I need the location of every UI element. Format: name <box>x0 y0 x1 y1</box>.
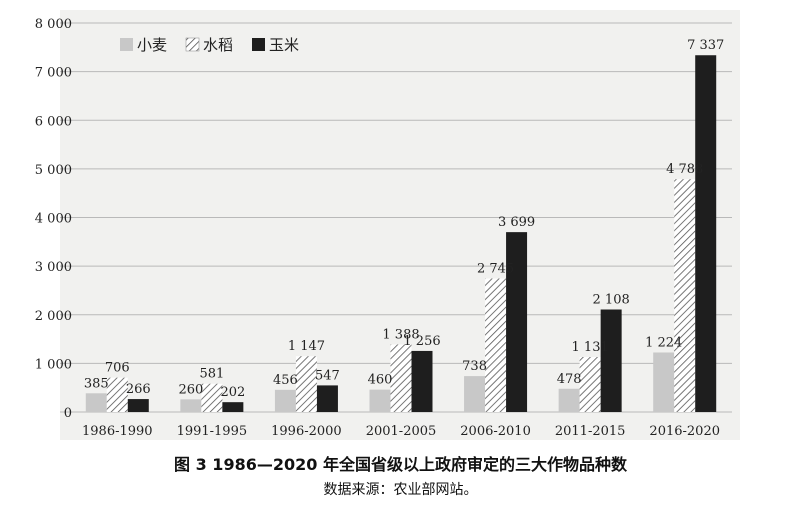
bar-水稻 <box>106 377 128 412</box>
bar-水稻 <box>390 344 412 412</box>
data-label: 738 <box>462 359 487 374</box>
data-label: 266 <box>126 382 151 397</box>
x-tick-label: 2011-2015 <box>555 424 626 439</box>
bar-小麦 <box>180 399 202 412</box>
bar-玉米 <box>411 350 433 412</box>
gridlines <box>60 22 732 413</box>
data-label: 202 <box>220 385 245 400</box>
legend-label: 玉米 <box>269 36 299 54</box>
x-tick-label: 2016-2020 <box>649 424 720 439</box>
bar-小麦 <box>369 389 391 412</box>
legend: 小麦 水稻 玉米 <box>120 36 299 54</box>
bar-小麦 <box>85 393 107 412</box>
data-label: 2 108 <box>593 292 630 307</box>
legend-swatch <box>120 38 133 51</box>
x-tick-label: 1991-1995 <box>177 424 248 439</box>
x-tick-label: 1986-1990 <box>82 424 153 439</box>
data-label: 1 224 <box>645 335 682 350</box>
bar-小麦 <box>558 388 580 412</box>
data-label: 4 788 <box>666 162 703 177</box>
bar-玉米 <box>600 309 622 412</box>
data-label: 1 256 <box>403 334 440 349</box>
data-label: 460 <box>368 373 393 388</box>
bar-水稻 <box>295 356 317 412</box>
bar-水稻 <box>485 278 507 412</box>
data-label: 2 745 <box>477 262 514 277</box>
data-label: 1 131 <box>572 340 609 355</box>
bar-玉米 <box>222 402 244 412</box>
bar-小麦 <box>274 389 296 412</box>
data-label: 547 <box>315 368 340 383</box>
data-label: 385 <box>84 376 109 391</box>
bar-水稻 <box>674 179 696 412</box>
legend-label: 水稻 <box>203 36 233 54</box>
data-label: 1 147 <box>288 339 325 354</box>
bar-小麦 <box>653 352 675 412</box>
data-label: 1 388 <box>382 328 419 343</box>
legend-label: 小麦 <box>137 36 167 54</box>
figure-source: 数据来源：农业部网站。 <box>323 482 478 498</box>
data-label: 7 337 <box>687 38 724 53</box>
bar-玉米 <box>506 232 528 412</box>
data-label: 3 699 <box>498 215 535 230</box>
data-label: 260 <box>178 382 203 397</box>
bars <box>85 55 717 413</box>
bar-水稻 <box>579 357 601 412</box>
data-label: 456 <box>273 373 298 388</box>
legend-swatch <box>252 38 265 51</box>
x-tick-label: 2006-2010 <box>460 424 531 439</box>
data-label: 478 <box>557 372 582 387</box>
bar-玉米 <box>127 399 149 412</box>
bar-玉米 <box>316 385 338 412</box>
figure-caption: 图 3 1986—2020 年全国省级以上政府审定的三大作物品种数 <box>174 455 627 474</box>
bar-小麦 <box>464 376 486 412</box>
data-label: 706 <box>105 361 130 376</box>
data-label: 581 <box>199 367 224 382</box>
x-tick-label: 1996-2000 <box>271 424 342 439</box>
x-tick-label: 2001-2005 <box>366 424 437 439</box>
bar-玉米 <box>695 55 717 413</box>
bar-水稻 <box>201 383 223 412</box>
chart-panel: 385 706 266 1986-1990 260 581 202 1991-1995 456 1… <box>60 10 740 440</box>
legend-swatch <box>185 37 200 52</box>
